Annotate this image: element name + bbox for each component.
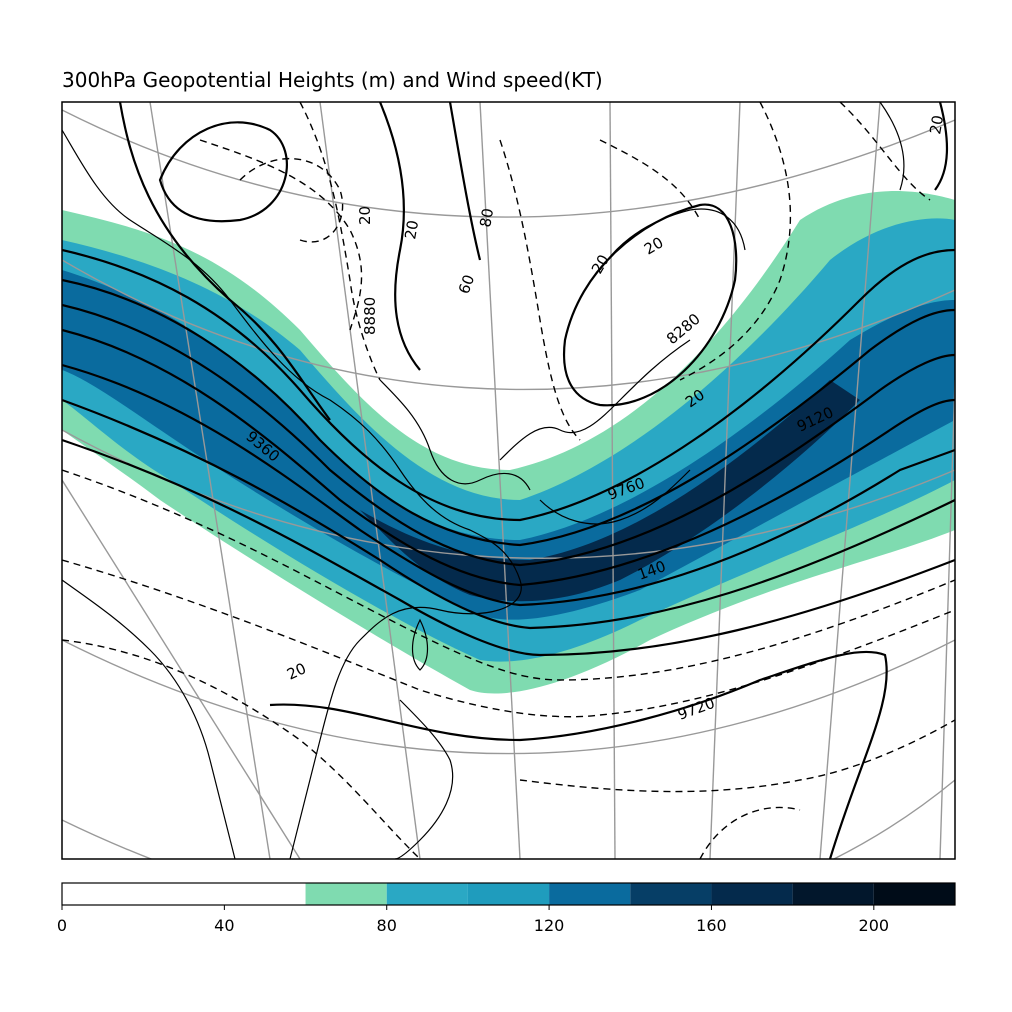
colorbar-bin (386, 883, 468, 905)
colorbar-bin (62, 883, 306, 905)
graticule (62, 102, 955, 859)
map-frame (61, 101, 956, 860)
colorbar-bin (549, 883, 631, 905)
colorbar-bin (711, 883, 793, 905)
colorbar-tick-label: 120 (533, 916, 565, 935)
isotach-label: 20 (401, 219, 422, 241)
map-plot-area (62, 102, 955, 859)
wind-band-120kt (62, 270, 955, 620)
colorbar-tick-label: 80 (376, 916, 397, 935)
isotach-label: 60 (455, 272, 478, 296)
colorbar-bin (467, 883, 550, 905)
isotach-label: 20 (926, 114, 947, 136)
colorbar-bin (630, 883, 712, 905)
isotach-contours (62, 102, 955, 859)
colorbar-tick-label: 160 (696, 916, 727, 935)
colorbar-tick-label: 0 (56, 916, 68, 935)
wind-band-160kt (360, 380, 860, 602)
colorbar-tick-label: 40 (214, 916, 235, 935)
colorbar-bin (305, 883, 387, 905)
isotach-label: 80 (476, 207, 497, 229)
colorbar-bin (792, 883, 874, 905)
height-label: 8880 (361, 297, 379, 335)
colorbar (61, 883, 955, 910)
isotach-label: 20 (356, 206, 374, 225)
colorbar-bin (873, 883, 955, 905)
coastlines (62, 102, 905, 859)
colorbar-frame (61, 882, 956, 906)
map-title: 300hPa Geopotential Heights (m) and Wind… (62, 68, 603, 92)
height-contours (62, 102, 955, 859)
wind-band-80kt (62, 218, 955, 662)
colorbar-tick-label: 200 (858, 916, 890, 935)
